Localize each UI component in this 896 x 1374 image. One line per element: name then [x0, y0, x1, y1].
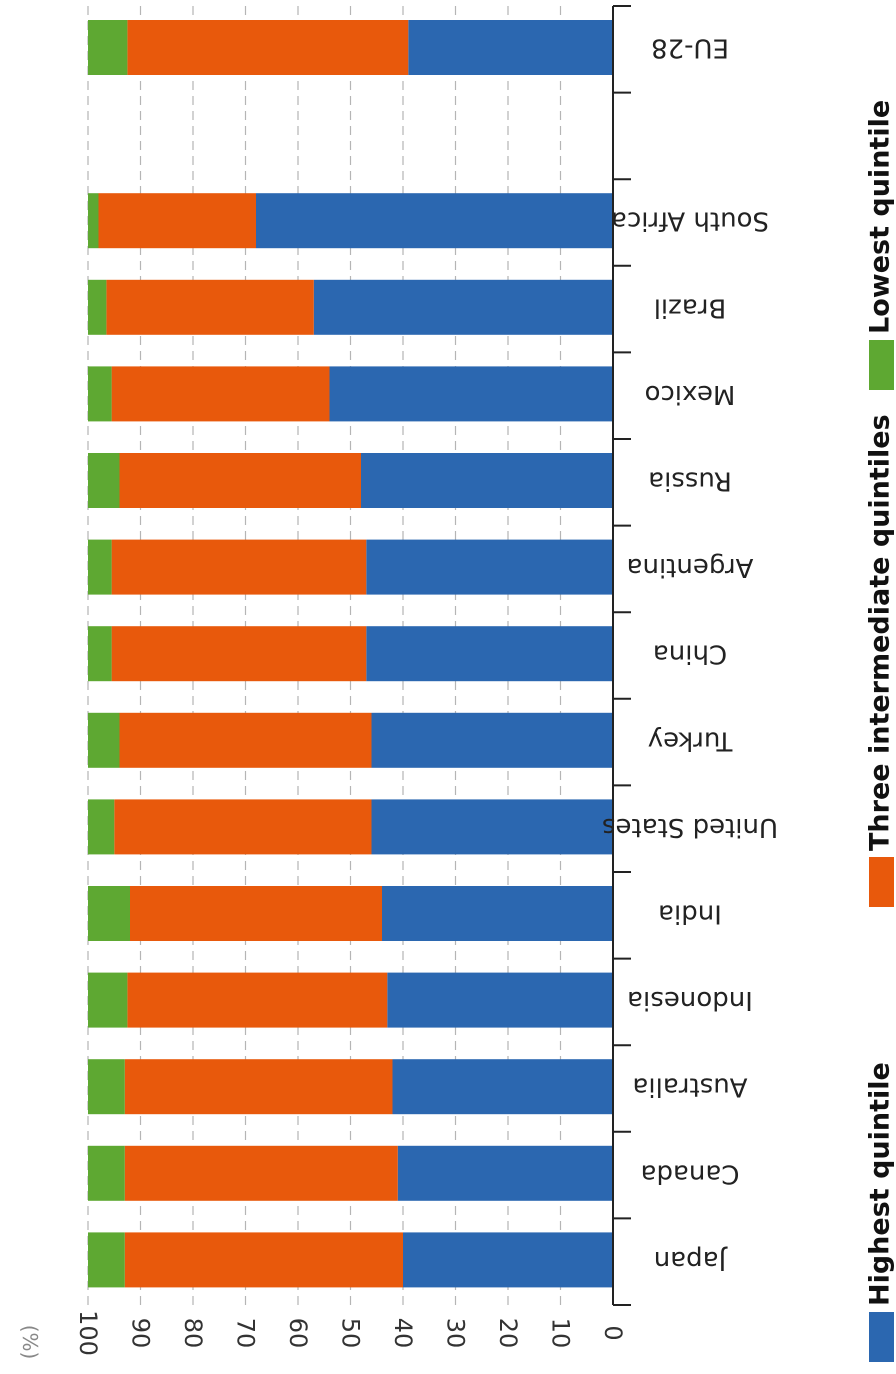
category-axis: [612, 5, 631, 1306]
tick-label-80: 80: [179, 1318, 207, 1349]
tick-label-70: 70: [232, 1318, 260, 1349]
bar-india-highest-quintile: [382, 886, 613, 941]
bar-argentina-three-intermediate-quintiles: [111, 539, 367, 595]
category-label-mexico: Mexico: [645, 379, 736, 409]
bar-mexico-lowest-quintile: [88, 366, 112, 422]
bar-argentina-lowest-quintile: [88, 539, 112, 595]
unit-label: (%): [18, 1325, 42, 1360]
bar-south-africa-lowest-quintile: [88, 193, 99, 249]
tick-label-100: 100: [74, 1310, 102, 1356]
tick-label-20: 20: [494, 1318, 522, 1349]
category-label-canada: Canada: [641, 1158, 740, 1188]
bar-united-states-highest-quintile: [371, 799, 613, 855]
tick-label-0: 0: [599, 1325, 627, 1340]
labels: EU-28 South Africa Brazil Mexico Russia Argen…: [18, 33, 778, 1360]
category-label-south-africa: South Africa: [611, 206, 769, 236]
bar-australia-lowest-quintile: [88, 1059, 125, 1115]
bar-brazil-three-intermediate-quintiles: [106, 279, 314, 335]
bar-brazil-lowest-quintile: [88, 279, 107, 335]
bar-turkey-lowest-quintile: [88, 712, 120, 768]
legend-label-lowest-quintile: Lowest quintile: [865, 100, 896, 334]
legend-label-highest-quintile: Highest quintile: [865, 1062, 896, 1306]
legend: Highest quintile Three intermediate quint…: [865, 100, 896, 1362]
bars: [88, 20, 613, 1288]
legend-swatch-highest-quintile: [869, 1312, 894, 1362]
bar-india-lowest-quintile: [88, 886, 130, 941]
bar-china-three-intermediate-quintiles: [111, 626, 367, 682]
bar-turkey-three-intermediate-quintiles: [119, 712, 372, 768]
bar-south-africa-highest-quintile: [256, 193, 613, 249]
bar-australia-three-intermediate-quintiles: [124, 1059, 393, 1115]
bar-mexico-highest-quintile: [329, 366, 613, 422]
bar-brazil-highest-quintile: [313, 279, 613, 335]
bar-eu-28-highest-quintile: [408, 20, 613, 75]
bar-indonesia-lowest-quintile: [88, 972, 128, 1028]
category-label-turkey: Turkey: [648, 725, 734, 755]
bar-russia-lowest-quintile: [88, 453, 120, 508]
bar-canada-highest-quintile: [397, 1145, 613, 1201]
bar-china-highest-quintile: [366, 626, 613, 682]
category-label-japan: Japan: [654, 1245, 729, 1275]
bar-turkey-highest-quintile: [371, 712, 613, 768]
bar-russia-highest-quintile: [361, 453, 613, 508]
bar-japan-highest-quintile: [403, 1232, 613, 1288]
category-label-indonesia: Indonesia: [627, 985, 753, 1015]
tick-label-30: 30: [442, 1318, 470, 1349]
legend-swatch-lowest-quintile: [869, 340, 894, 390]
bar-china-lowest-quintile: [88, 626, 112, 682]
tick-label-10: 10: [547, 1318, 575, 1349]
category-label-brazil: Brazil: [654, 292, 727, 322]
bar-south-africa-three-intermediate-quintiles: [98, 193, 256, 249]
category-label-australia: Australia: [632, 1072, 747, 1102]
bar-indonesia-highest-quintile: [387, 972, 613, 1028]
category-label-argentina: Argentina: [627, 552, 754, 582]
category-label-eu-28: EU-28: [651, 33, 729, 63]
legend-swatch-three-intermediate-quintiles: [869, 857, 894, 907]
category-label-russia: Russia: [648, 466, 732, 496]
tick-label-60: 60: [284, 1318, 312, 1349]
bar-canada-three-intermediate-quintiles: [124, 1145, 398, 1201]
bar-russia-three-intermediate-quintiles: [119, 453, 361, 508]
bar-eu-28-three-intermediate-quintiles: [127, 20, 409, 75]
bar-eu-28-lowest-quintile: [88, 20, 128, 75]
bar-india-three-intermediate-quintiles: [130, 886, 382, 941]
bar-japan-lowest-quintile: [88, 1232, 125, 1288]
bar-canada-lowest-quintile: [88, 1145, 125, 1201]
tick-label-40: 40: [389, 1318, 417, 1349]
category-label-united-states: United States: [602, 812, 778, 842]
tick-label-90: 90: [127, 1318, 155, 1349]
bar-indonesia-three-intermediate-quintiles: [127, 972, 388, 1028]
category-label-india: India: [658, 899, 722, 929]
bar-argentina-highest-quintile: [366, 539, 613, 595]
tick-label-50: 50: [337, 1318, 365, 1349]
category-label-china: China: [653, 639, 727, 669]
bar-united-states-three-intermediate-quintiles: [114, 799, 372, 855]
bar-mexico-three-intermediate-quintiles: [111, 366, 330, 422]
legend-label-three-intermediate-quintiles: Three intermediate quintiles: [865, 414, 896, 851]
bar-japan-three-intermediate-quintiles: [124, 1232, 403, 1288]
bar-united-states-lowest-quintile: [88, 799, 115, 855]
bar-australia-highest-quintile: [392, 1059, 613, 1115]
